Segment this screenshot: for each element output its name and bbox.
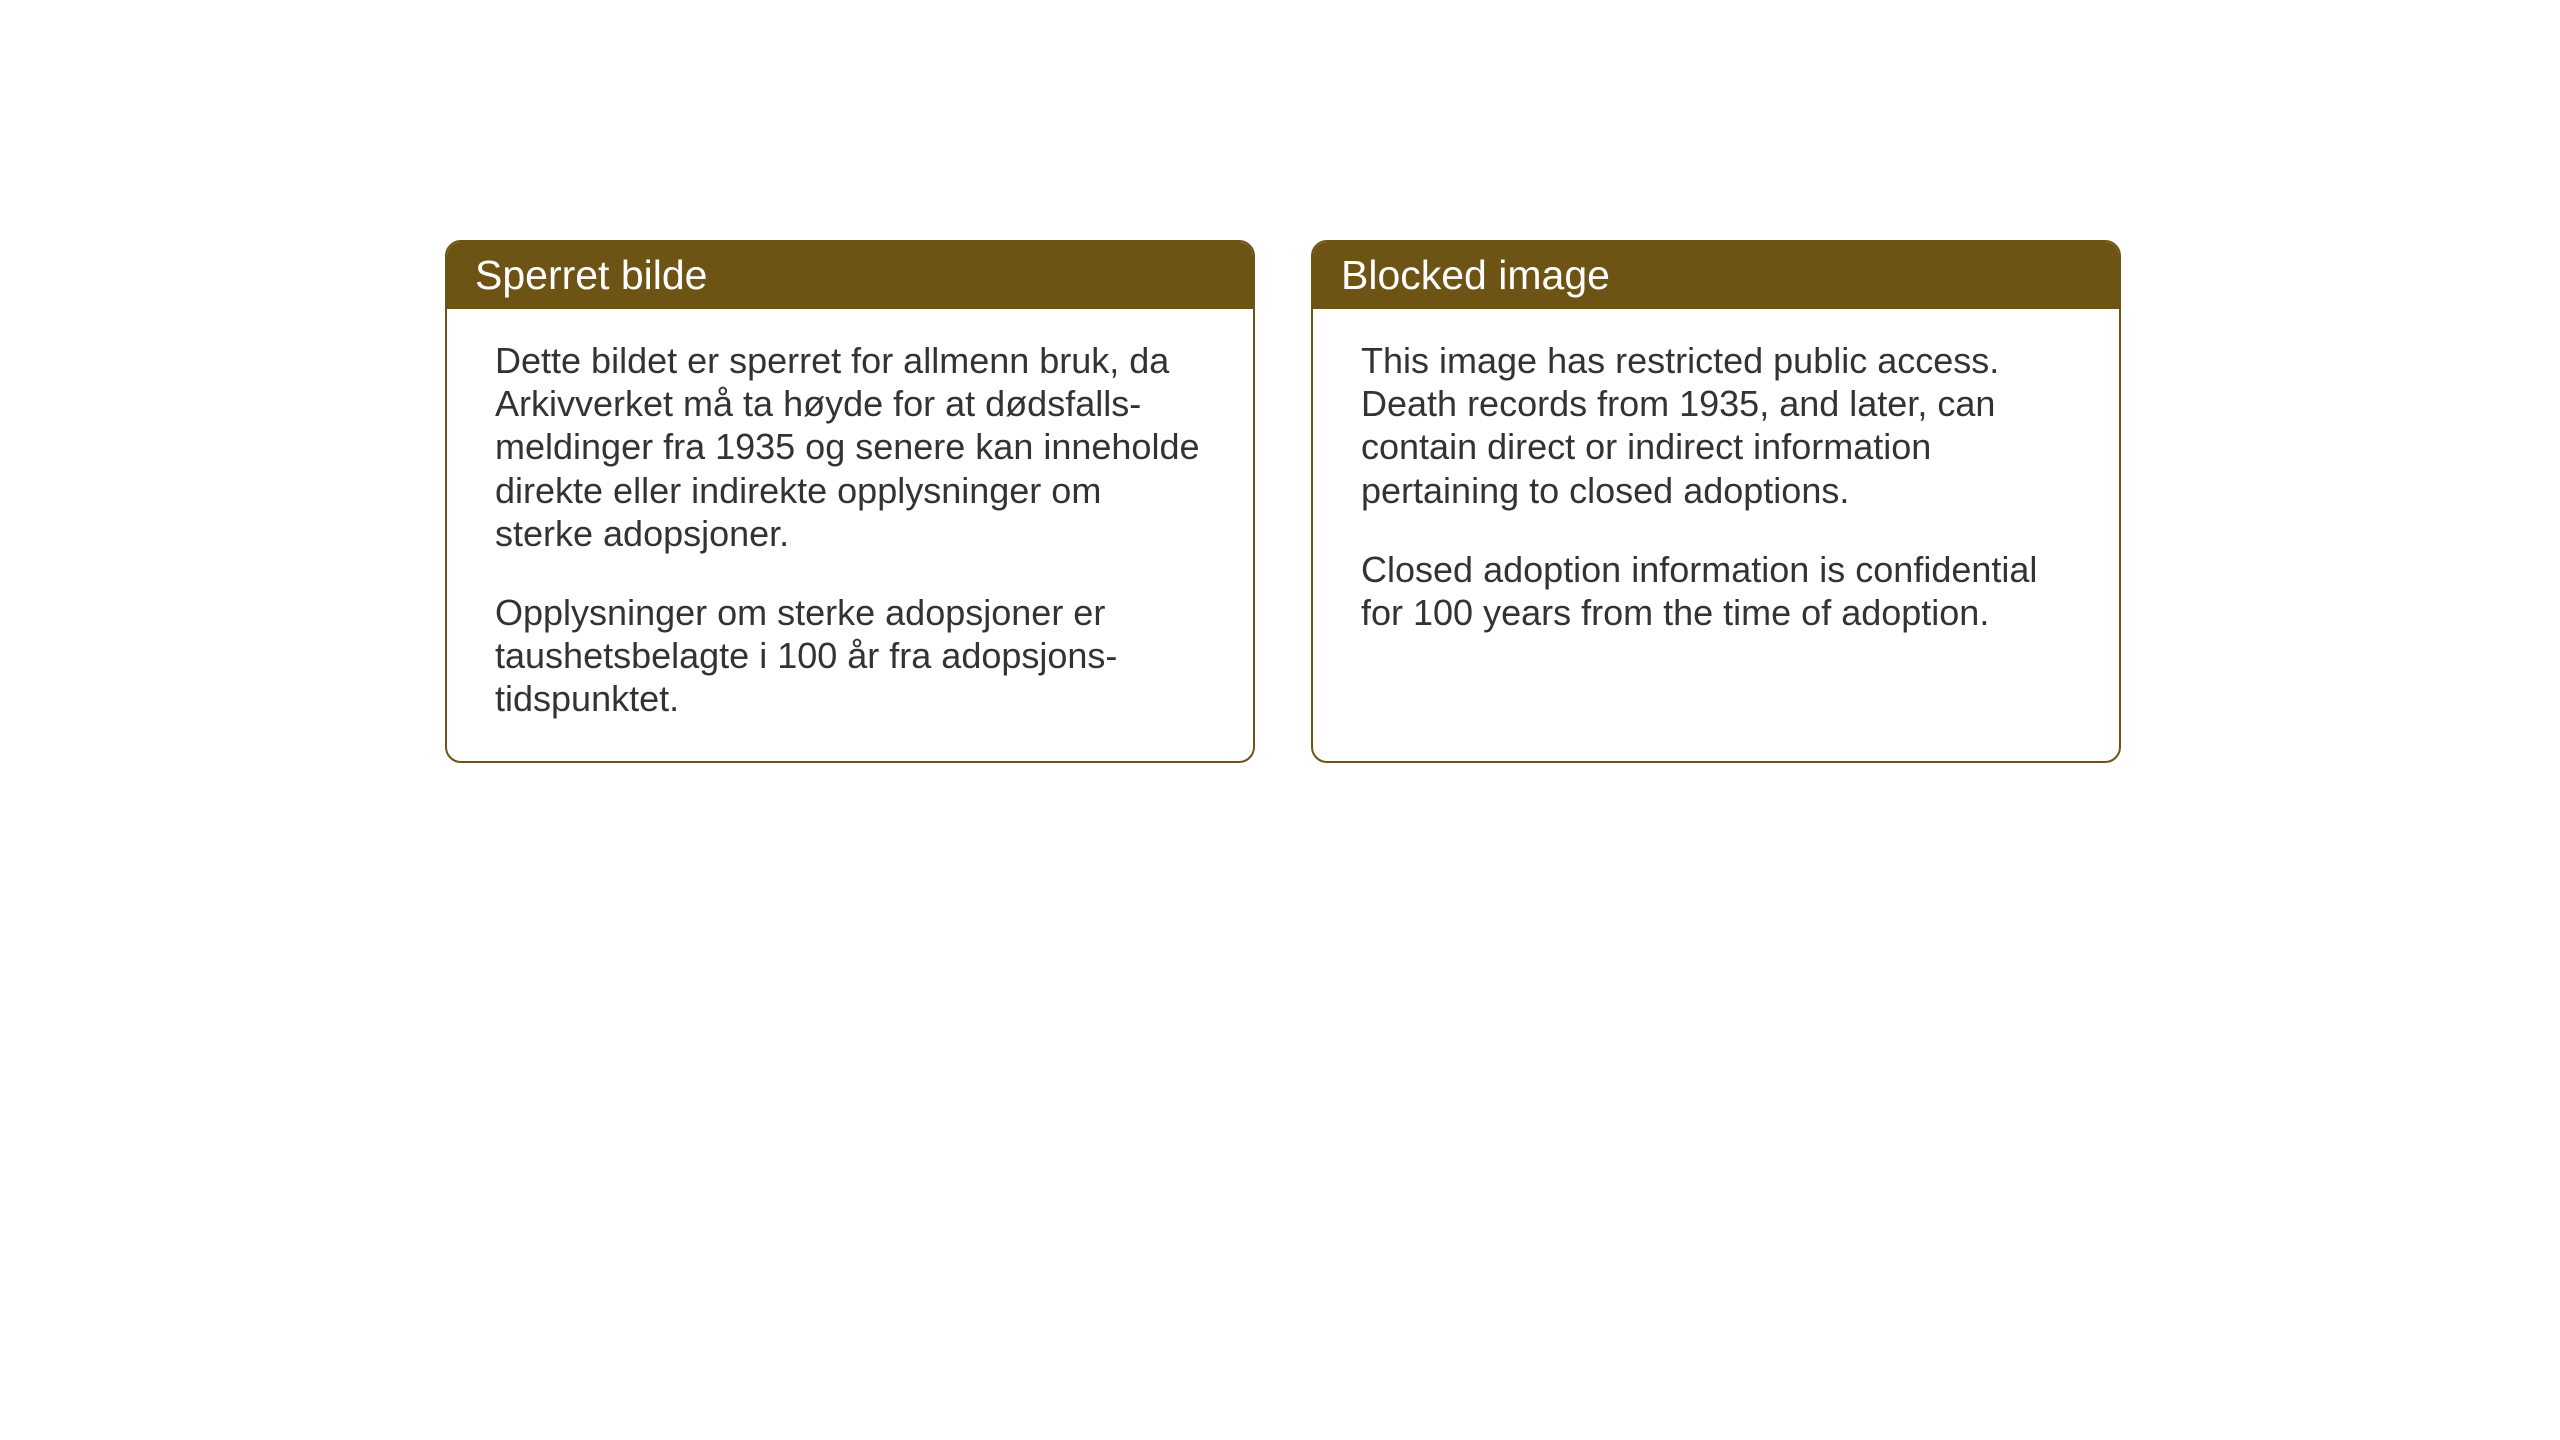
card-paragraph-1-english: This image has restricted public access.… [1361,339,2071,512]
card-title-english: Blocked image [1341,252,1610,298]
card-paragraph-1-norwegian: Dette bildet er sperret for allmenn bruk… [495,339,1205,555]
notice-card-norwegian: Sperret bilde Dette bildet er sperret fo… [445,240,1255,763]
card-title-norwegian: Sperret bilde [475,252,707,298]
notice-card-english: Blocked image This image has restricted … [1311,240,2121,763]
card-paragraph-2-norwegian: Opplysninger om sterke adopsjoner er tau… [495,591,1205,721]
card-header-english: Blocked image [1313,242,2119,309]
card-header-norwegian: Sperret bilde [447,242,1253,309]
card-body-norwegian: Dette bildet er sperret for allmenn bruk… [447,309,1253,761]
card-paragraph-2-english: Closed adoption information is confident… [1361,548,2071,634]
notice-container: Sperret bilde Dette bildet er sperret fo… [445,240,2121,763]
card-body-english: This image has restricted public access.… [1313,309,2119,674]
